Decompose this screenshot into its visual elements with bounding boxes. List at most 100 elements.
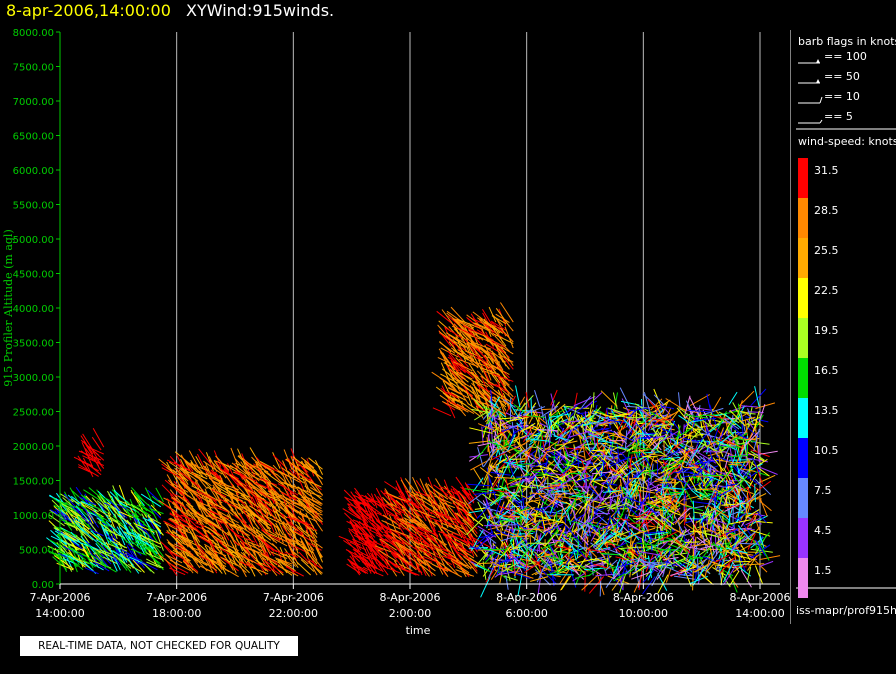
wind-barb [364,533,378,543]
wind-barb [632,527,656,536]
wind-barb [468,440,491,444]
wind-barb [302,500,323,512]
wind-barb [459,372,481,386]
wind-barb [432,556,448,576]
wind-barb [644,532,668,536]
wind-barb [722,562,734,583]
wind-barb [209,487,222,506]
wind-barb [128,525,140,545]
wind-barb [729,409,746,427]
wind-barb [641,465,644,482]
wind-barb [506,416,530,423]
wind-barb [505,453,516,470]
wind-barb [471,408,491,414]
wind-barb [636,542,656,546]
wind-barb [721,502,746,506]
wind-barb [462,325,484,336]
wind-barb [454,319,473,330]
wind-barb [555,546,571,549]
wind-barb [663,552,674,570]
wind-barb [711,502,724,513]
wind-barb [149,519,164,536]
wind-barb [560,536,578,553]
wind-barb [527,415,546,418]
wind-profile-plot: 0.00500.001000.001500.002000.002500.0030… [2,28,790,637]
wind-barb [155,530,164,551]
wind-barb [352,494,372,503]
wind-barb [455,569,475,577]
wind-barb [89,465,102,476]
wind-barb [659,514,675,526]
wind-barb [673,500,694,509]
wind-barb [640,450,652,467]
wind-barb [690,555,711,560]
wind-barb [361,516,372,531]
wind-barb [290,507,309,518]
wind-barb [289,548,309,565]
wind-barb [747,515,769,527]
wind-barb [347,506,362,518]
wind-barb [560,547,575,560]
wind-barb [469,546,491,553]
wind-barb [274,499,288,515]
wind-barb [449,363,466,380]
wind-barb [292,517,315,527]
wind-barb [88,511,104,520]
wind-barb [521,486,537,489]
wind-barb [670,442,687,452]
wind-barb [484,406,502,423]
wind-barb [203,508,214,521]
wind-barb [509,487,521,502]
wind-barb [742,472,760,485]
wind-barb [656,413,675,423]
wind-barb [177,488,194,500]
wind-barb [597,440,621,445]
wind-barb [393,517,405,530]
wind-barb [469,454,489,458]
wind-barb [467,483,491,487]
wind-barb [653,394,665,406]
wind-barb [728,506,731,524]
wind-barb [338,535,361,546]
wind-barb [414,518,433,533]
wind-barb [450,306,467,324]
wind-barb [180,511,199,529]
wind-barb [631,472,643,484]
wind-barb [690,489,704,501]
wind-barb [216,486,230,495]
wind-barb [568,537,574,553]
wind-barb [530,462,549,468]
wind-barb [625,496,643,504]
wind-barb [404,478,420,497]
wind-barb [253,516,267,534]
wind-barb [614,425,624,444]
wind-barb [211,534,227,544]
wind-barb [171,531,194,543]
wind-barb [701,432,720,439]
wind-barb [477,544,489,558]
wind-barb [667,516,674,532]
wind-barb [476,441,491,460]
wind-barb [614,525,618,542]
wind-barb [620,559,628,582]
wind-barb [514,547,532,559]
wind-barb [70,518,84,536]
wind-barb [726,428,740,443]
wind-barb [309,546,318,561]
wind-barb [517,573,523,597]
wind-barb [641,538,647,558]
wind-barb [544,454,562,469]
wind-barb [263,470,284,486]
wind-barb [740,414,744,439]
wind-barb [650,515,669,530]
wind-barb [164,522,186,535]
colorbar-label: 16.5 [814,364,839,377]
wind-barb [254,461,272,476]
wind-barb [289,528,304,538]
wind-barb [604,559,618,572]
x-tick-label-date: 8-Apr-2006 [496,591,557,604]
wind-barb [448,386,463,395]
wind-barb [586,406,602,425]
wind-barb [260,469,272,483]
wind-barb [569,542,591,551]
